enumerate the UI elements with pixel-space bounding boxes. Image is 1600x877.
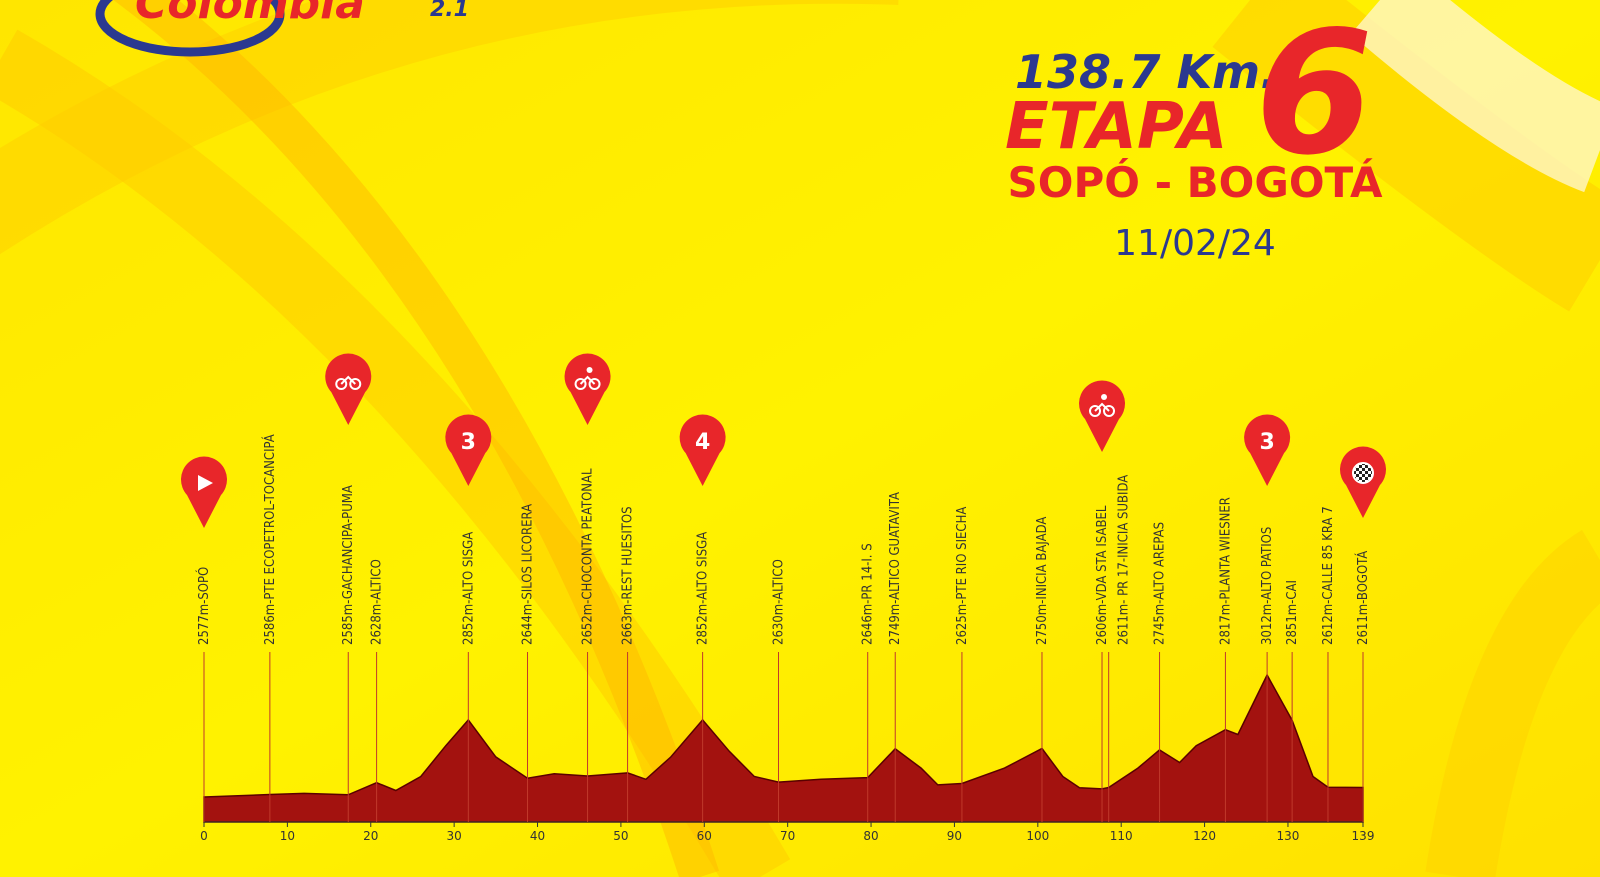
elevation-profile	[203, 673, 1364, 823]
pin-shape	[1244, 414, 1291, 486]
waypoint-label: 2852m-ALTO SISGA	[696, 532, 711, 645]
pin-shape	[1079, 380, 1126, 452]
x-tick-label: 30	[447, 829, 462, 843]
logo-edition: 2.1	[430, 0, 469, 22]
wheel	[349, 378, 362, 390]
marker-pin	[325, 353, 372, 425]
waypoint-label: 2612m-CALLE 85 KRA 7	[1321, 506, 1336, 645]
wheel	[335, 378, 348, 390]
waypoint-label: 2577m-SOPÓ	[196, 567, 212, 645]
x-tick-label: 90	[947, 829, 962, 843]
marker-pin: 4	[679, 414, 726, 486]
waypoint-label: 2750m-INICIA BAJADA	[1035, 517, 1050, 645]
waypoint-label: 2749m-ALTICO GUATAVITA	[888, 492, 903, 645]
waypoint-label: 3012m-ALTO PATIOS	[1260, 527, 1275, 645]
pin-shape	[679, 414, 726, 486]
logo: Colombia 2.1	[95, 0, 469, 57]
x-tick-label: 0	[200, 829, 208, 843]
waypoint-label: 2630m-ALTICO	[771, 559, 786, 645]
pin-shape	[325, 353, 372, 425]
x-tick-label: 100	[1026, 829, 1049, 843]
x-tick-label: 70	[780, 829, 795, 843]
route: SOPÓ - BOGOTÁ	[1008, 157, 1383, 207]
stage-number: 6	[1255, 0, 1373, 193]
rider-head	[586, 367, 593, 373]
x-tick-label: 110	[1110, 829, 1133, 843]
x-tick-label: 50	[613, 829, 628, 843]
date: 11/02/24	[1114, 223, 1276, 264]
marker-label: 3	[461, 430, 476, 455]
marker-pin	[564, 353, 611, 425]
waypoint-label: 2646m-PR 14-I. S	[861, 543, 876, 645]
waypoint-label: 2585m-GACHANCIPA-PUMA	[341, 485, 356, 645]
x-tick-label: 130	[1277, 829, 1300, 843]
stage-word: ETAPA	[1005, 90, 1228, 164]
marker-pin: 3	[445, 414, 492, 486]
waypoint-label: 2663m-REST HUESITOS	[621, 506, 636, 645]
rider-head	[1101, 394, 1108, 400]
pin-shape	[564, 353, 611, 425]
marker-pin: 3	[1244, 414, 1291, 486]
header: 138.7 Km. ETAPA 6 SOPÓ - BOGOTÁ 11/02/24	[1005, 0, 1383, 264]
x-tick-label: 10	[280, 829, 295, 843]
marker-pin	[1340, 446, 1387, 518]
pin-shape	[181, 456, 228, 528]
waypoint-label: 2852m-ALTO SISGA	[461, 532, 476, 645]
waypoint-label: 2586m-PTE ECOPETROL-TOCANCIPÁ	[262, 434, 278, 645]
waypoint-label: 2644m-SILOS LICORERA	[521, 504, 536, 645]
wheel	[1103, 405, 1116, 417]
x-tick-label: 80	[863, 829, 878, 843]
waypoint-label: 2851m-CAI	[1285, 580, 1300, 645]
x-tick-label: 40	[530, 829, 545, 843]
x-tick-label: 60	[697, 829, 712, 843]
finish-icon	[1352, 462, 1374, 484]
waypoint-label: 2628m-ALTICO	[370, 559, 385, 645]
play-icon	[198, 475, 213, 491]
waypoint-label: 2611m- PR 17-INICIA SUBIDA	[1117, 475, 1132, 645]
wheel	[588, 378, 601, 390]
marker-label: 4	[695, 430, 710, 455]
waypoint-label: 2625m-PTE RIO SIECHA	[955, 507, 970, 645]
logo-brand: Colombia	[135, 0, 365, 29]
wheel	[574, 378, 587, 390]
waypoint-label: 2611m-BOGOTÁ	[1355, 551, 1371, 645]
marker-label: 3	[1259, 430, 1274, 455]
waypoint-label: 2745m-ALTO AREPAS	[1153, 522, 1168, 645]
marker-pin	[1079, 380, 1126, 452]
wheel	[1089, 405, 1102, 417]
x-tick-label: 120	[1193, 829, 1216, 843]
waypoint-label: 2652m-CHOCONTA PEATONAL	[581, 468, 596, 645]
marker-pin	[181, 456, 228, 528]
x-tick-label: 20	[363, 829, 378, 843]
bike-frame	[1094, 402, 1110, 412]
bike-frame	[340, 375, 356, 385]
waypoint-label: 2817m-PLANTA WIESNER	[1218, 497, 1233, 645]
bike-frame	[579, 375, 596, 385]
pin-shape	[445, 414, 492, 486]
waypoint-label: 2606m-VDA STA ISABEL	[1095, 505, 1110, 645]
x-tick-label: 139	[1352, 829, 1375, 843]
distance: 138.7 Km.	[1015, 45, 1278, 99]
